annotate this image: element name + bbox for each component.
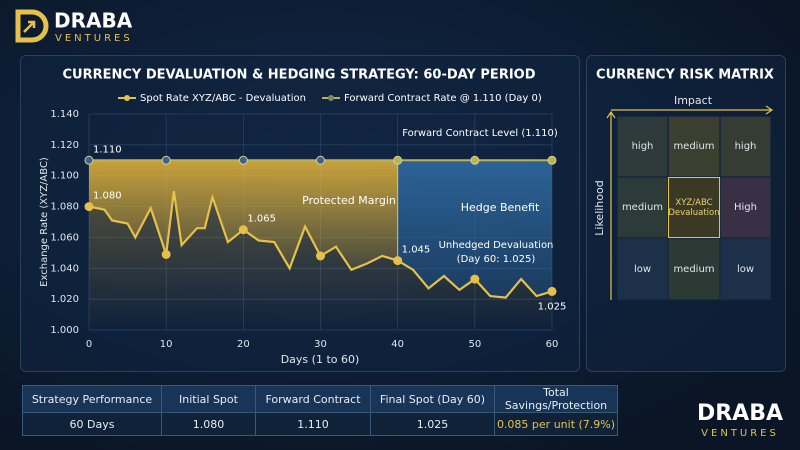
point [393, 155, 403, 165]
footer-logo: DRABA VENTURES [697, 401, 783, 439]
y-tick-label: 1.060 [50, 232, 79, 243]
table-cell: 1.025 [370, 412, 495, 436]
y-tick-label: 1.000 [50, 325, 79, 336]
table-cell: Initial Spot [161, 385, 256, 413]
logo-tagline: VENTURES [55, 33, 133, 44]
x-tick-label: 60 [546, 339, 559, 350]
point [161, 249, 171, 259]
x-tick-label: 0 [86, 339, 92, 350]
table-cell: Strategy Performance [22, 385, 162, 413]
table-cell: Final Spot (Day 60) [370, 385, 495, 413]
table-row: 60 Days 1.080 1.110 1.025 0.085 per unit (7.… [22, 412, 618, 436]
below-area [89, 191, 552, 330]
y-tick-label: 1.140 [50, 109, 79, 120]
x-tick-label: 40 [391, 339, 404, 350]
matrix-cell: High [720, 177, 771, 238]
table-cell: Total Savings/Protection [494, 385, 618, 413]
table-cell: Forward Contract [255, 385, 371, 413]
annotation: Protected Margin [302, 194, 396, 207]
table-row: Strategy Performance Initial Spot Forward … [22, 385, 618, 413]
matrix-cell: medium [668, 238, 720, 300]
point [393, 256, 403, 266]
protected-area [89, 160, 398, 270]
matrix-cell: low [720, 238, 771, 300]
table-cell: 1.080 [161, 412, 256, 436]
y-tick-label: 1.080 [50, 202, 79, 213]
data-label: 1.025 [538, 301, 567, 312]
performance-table: Strategy Performance Initial Spot Forward … [22, 385, 618, 436]
annotation: Forward Contract Level (1.110) [402, 128, 558, 139]
matrix-cell: medium [617, 177, 668, 238]
annotation: Unhedged Devaluation [439, 240, 554, 251]
table-cell: 1.110 [255, 412, 371, 436]
x-tick-label: 20 [237, 339, 250, 350]
matrix-cell: high [617, 116, 668, 177]
x-tick-label: 30 [314, 339, 327, 350]
logo-name: DRABA [54, 9, 133, 33]
point [238, 155, 248, 165]
point [161, 155, 171, 165]
logo: DRABA VENTURES [15, 9, 133, 44]
x-tick-label: 10 [160, 339, 173, 350]
likelihood-arrow [606, 110, 616, 300]
matrix-x-label: Impact [674, 94, 713, 107]
legend-label: Forward Contract Rate @ 1.110 (Day 0) [344, 93, 542, 104]
y-tick-label: 1.100 [50, 171, 79, 182]
point [316, 251, 325, 261]
logo-name: DRABA [697, 401, 783, 426]
logo-tagline: VENTURES [701, 428, 779, 439]
impact-arrow [611, 105, 774, 115]
point [84, 155, 94, 165]
point [547, 286, 557, 296]
matrix-cell: low [617, 238, 668, 300]
point [316, 155, 325, 165]
matrix-cell: medium [668, 116, 720, 177]
annotation: Hedge Benefit [461, 201, 540, 214]
annotation: (Day 60: 1.025) [457, 254, 536, 265]
y-tick-label: 1.120 [50, 140, 79, 151]
data-label: 1.080 [93, 191, 122, 202]
matrix-y-label: Likelihood [593, 180, 606, 235]
point [84, 202, 94, 212]
chart-title: CURRENCY DEVALUATION & HEDGING STRATEGY:… [62, 68, 535, 83]
logo-icon [15, 9, 49, 43]
point [547, 155, 557, 165]
y-tick-label: 1.040 [50, 263, 79, 274]
legend-marker [124, 95, 130, 101]
x-tick-label: 50 [468, 339, 481, 350]
table-cell: 60 Days [22, 412, 162, 436]
point [238, 225, 248, 235]
matrix-cell: high [720, 116, 771, 177]
data-label: 1.110 [93, 144, 122, 155]
risk-matrix: high medium high medium XYZ/ABC Devaluation H… [617, 116, 771, 300]
point [470, 155, 480, 165]
data-label: 1.065 [247, 214, 276, 225]
hedge-area [397, 160, 552, 298]
matrix-title: CURRENCY RISK MATRIX [596, 68, 774, 83]
legend-marker [328, 95, 334, 101]
table-cell: 0.085 per unit (7.9%) [494, 412, 618, 436]
legend-label: Spot Rate XYZ/ABC - Devaluation [140, 93, 306, 104]
data-label: 1.045 [402, 245, 431, 256]
x-axis-label: Days (1 to 60) [281, 353, 360, 366]
point [470, 274, 480, 284]
series-line [88, 190, 553, 299]
y-axis-label: Exchange Rate (XYZ/ABC) [39, 157, 50, 287]
y-tick-label: 1.020 [50, 294, 79, 305]
logo-arrow [23, 20, 36, 33]
matrix-cell: XYZ/ABC Devaluation [668, 177, 720, 238]
